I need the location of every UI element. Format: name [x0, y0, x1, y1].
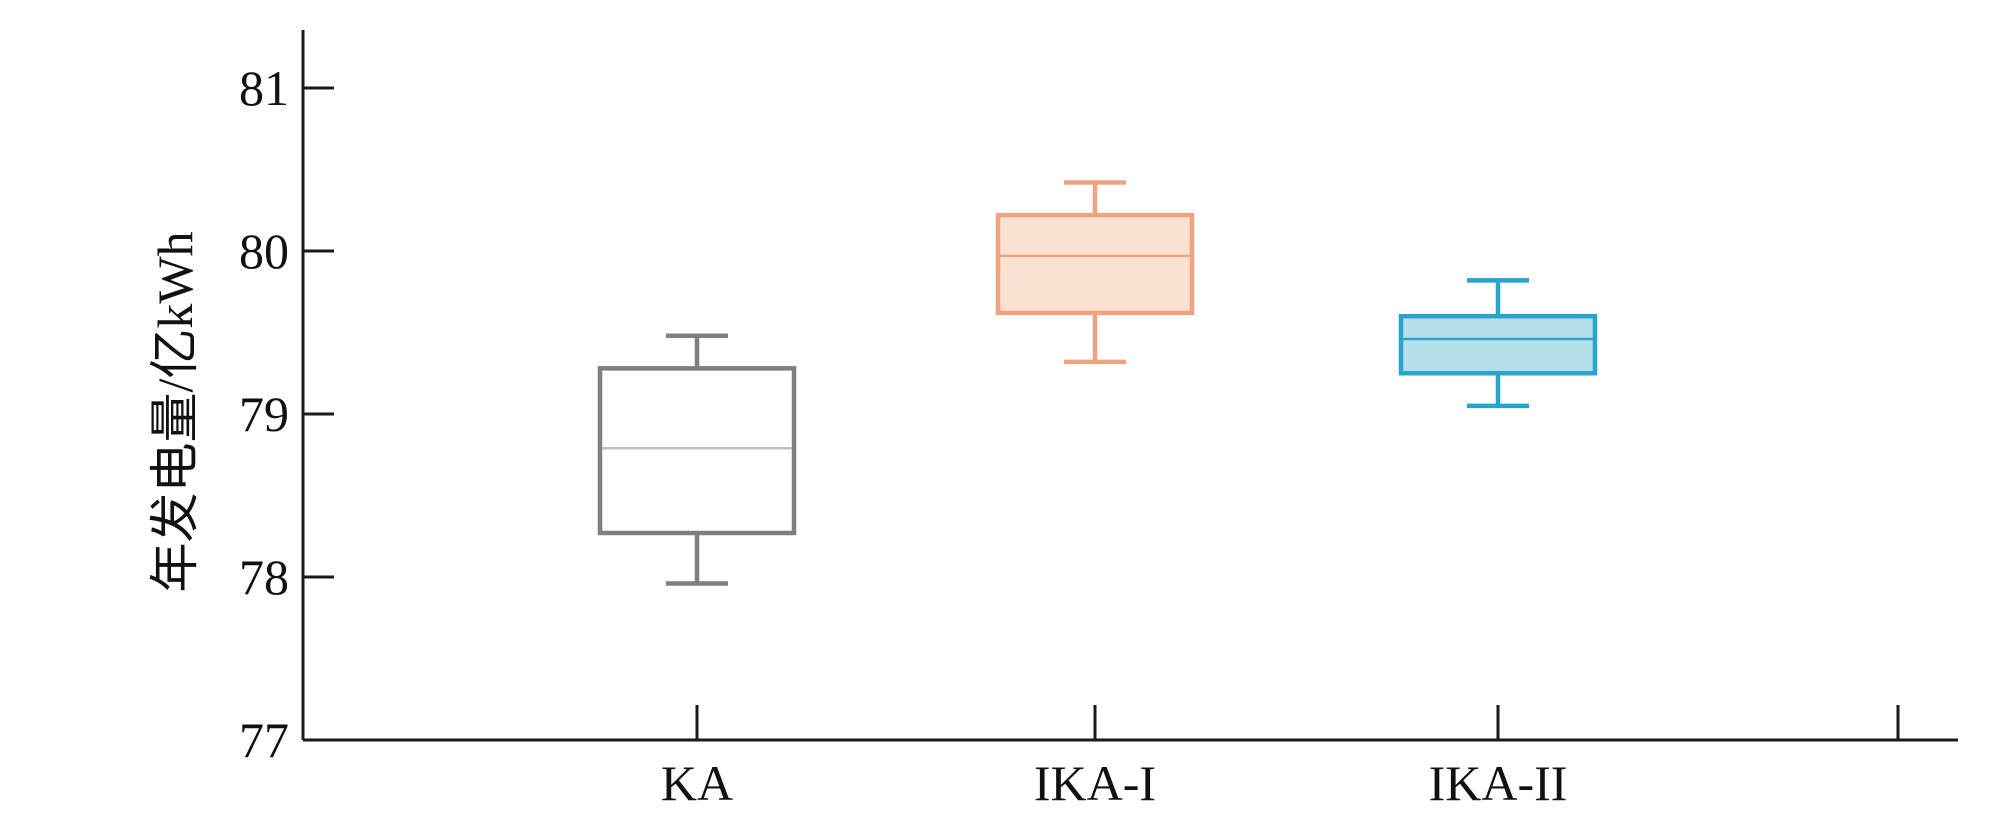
iqr-box [1398, 313, 1598, 376]
y-tick-label: 80 [239, 223, 289, 279]
box-ika-i [995, 180, 1195, 365]
x-tick-label: KA [661, 755, 733, 811]
box-ka [597, 333, 797, 586]
y-axis-title: 年发电量/亿kWh [147, 231, 203, 592]
y-ticks: 77 78 79 80 81 [239, 60, 334, 768]
y-tick-label: 77 [239, 712, 289, 768]
iqr-box [995, 212, 1195, 316]
x-tick-label: IKA-I [1034, 755, 1156, 811]
y-tick-label: 79 [239, 386, 289, 442]
y-tick-label: 81 [239, 60, 289, 116]
axes [301, 30, 1958, 742]
box-ika-ii [1398, 278, 1598, 409]
x-tick-label: IKA-II [1429, 755, 1568, 811]
iqr-box [597, 366, 797, 536]
y-tick-label: 78 [239, 549, 289, 605]
boxes [597, 180, 1598, 586]
x-ticks: KA IKA-I IKA-II [661, 705, 1900, 811]
